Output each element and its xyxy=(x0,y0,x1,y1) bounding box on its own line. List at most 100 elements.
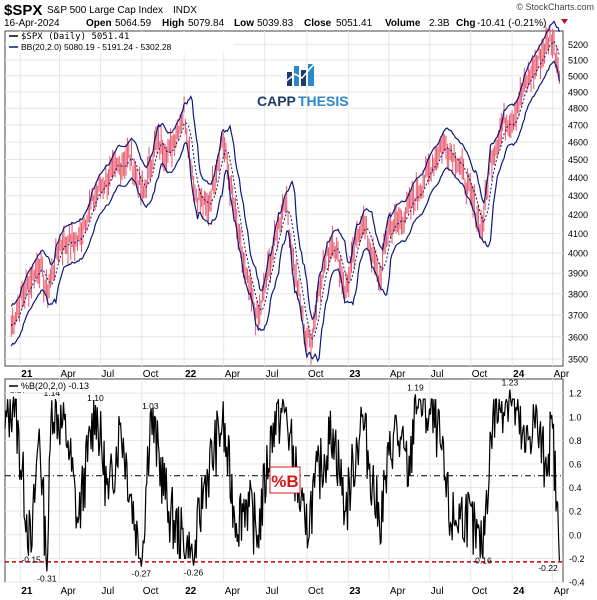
exchange: INDX xyxy=(173,5,197,16)
price-y-tick-label: 3600 xyxy=(568,332,588,342)
price-y-tick-label: 4300 xyxy=(568,191,588,201)
low-value: 5039.83 xyxy=(257,18,294,29)
legend-bb: BB(20,2.0) 5080.19 - 5191.24 - 5302.28 xyxy=(21,42,172,52)
chg-value: -10.41 (-0.21%) xyxy=(477,18,546,29)
percent-b-y-tick-label: 0.2 xyxy=(569,507,582,517)
price-x-tick-label: Oct xyxy=(143,369,159,380)
percent-b-line xyxy=(4,389,560,572)
percent-b-y-tick-label: 1.2 xyxy=(569,389,582,399)
bollinger-upper-band xyxy=(10,20,560,321)
percent-b-y-tick-label: 0.0 xyxy=(569,530,582,540)
price-x-tick-label: Jul xyxy=(101,369,114,380)
percent-b-x-axis: 21 Apr Jul Oct 22 Apr Jul Oct 23 Apr Jul Oct 24 Apr xyxy=(21,586,570,597)
chg-label: Chg xyxy=(456,18,475,29)
header-date: 16-Apr-2024 xyxy=(4,18,60,29)
price-x-tick-label: 21 xyxy=(21,369,33,380)
price-y-tick-label: 4200 xyxy=(568,210,588,220)
index-name: S&P 500 Large Cap Index xyxy=(47,5,163,16)
price-x-tick-label: 23 xyxy=(349,369,361,380)
volume-label: Volume xyxy=(385,18,421,29)
price-y-tick-label: 3700 xyxy=(568,311,588,321)
capp-thesis-logo: CAPP THESIS xyxy=(257,63,349,109)
percent-b-x-tick-label: Oct xyxy=(472,586,488,597)
close-value: 5051.41 xyxy=(336,18,373,29)
legend-percent-b: %B(20,2,0) -0.13 xyxy=(21,381,89,391)
percent-b-annotation: -0.16 xyxy=(472,556,492,566)
percent-b-x-tick-label: 24 xyxy=(513,586,525,597)
percent-b-x-tick-label: Jul xyxy=(101,586,114,597)
open-label: Open xyxy=(86,18,112,29)
percent-b-x-tick-label: Oct xyxy=(308,586,324,597)
price-y-tick-label: 4600 xyxy=(568,138,588,148)
percent-b-y-axis: -0.4 -0.2 0.0 0.2 0.4 0.6 0.8 1.0 1.2 xyxy=(569,389,585,588)
percent-b-x-tick-label: 23 xyxy=(349,586,361,597)
logo-text-capp: CAPP xyxy=(257,93,296,109)
price-x-tick-label: 24 xyxy=(513,369,525,380)
price-y-tick-label: 4000 xyxy=(568,249,588,259)
percent-b-annotation: 1.14 xyxy=(44,388,61,398)
price-x-tick-label: 22 xyxy=(185,369,197,380)
percent-b-annotation: 1.10 xyxy=(87,393,104,403)
percent-b-x-tick-label: Apr xyxy=(225,586,241,597)
percent-b-y-tick-label: 0.6 xyxy=(569,459,582,469)
price-y-tick-label: 4700 xyxy=(568,120,588,130)
legend-box xyxy=(6,32,234,54)
percent-b-x-tick-label: 21 xyxy=(21,586,33,597)
percent-b-x-tick-label: Apr xyxy=(554,586,570,597)
percent-b-x-tick-label: Oct xyxy=(143,586,159,597)
percent-b-label-box xyxy=(269,466,301,494)
symbol: $SPX xyxy=(4,2,42,19)
percent-b-x-tick-label: Jul xyxy=(266,586,279,597)
price-x-tick-label: Apr xyxy=(390,369,406,380)
percent-b-x-tick-label: 22 xyxy=(185,586,197,597)
logo-text-thesis: THESIS xyxy=(298,93,349,109)
price-x-tick-label: Jul xyxy=(266,369,279,380)
watermark: © StockCharts.com xyxy=(516,2,594,12)
price-y-tick-label: 5000 xyxy=(568,71,588,81)
legend-price: $SPX (Daily) 5051.41 xyxy=(21,32,129,42)
percent-b-annotation: -0.15 xyxy=(21,554,41,564)
high-label: High xyxy=(162,18,184,29)
percent-b-x-tick-label: Apr xyxy=(390,586,406,597)
price-y-tick-label: 5200 xyxy=(568,40,588,50)
price-x-axis: 21 Apr Jul Oct 22 Apr Jul Oct 23 Apr Jul Oct 24 Apr xyxy=(21,369,570,380)
percent-b-x-tick-label: Jul xyxy=(431,586,444,597)
percent-b-y-tick-label: -0.4 xyxy=(569,578,585,588)
percent-b-annotation: 1.23 xyxy=(502,378,519,388)
percent-b-series-line xyxy=(4,389,560,572)
bollinger-bands xyxy=(10,20,560,363)
price-y-tick-label: 4900 xyxy=(568,87,588,97)
percent-b-y-tick-label: 0.4 xyxy=(569,483,582,493)
price-x-tick-label: Jul xyxy=(431,369,444,380)
percent-b-center-label: %B xyxy=(271,472,298,491)
price-panel: 3500 3600 3700 3800 3900 4000 4100 4200 4300 4400… xyxy=(4,20,588,367)
high-value: 5079.84 xyxy=(188,18,225,29)
price-y-tick-label: 5100 xyxy=(568,56,588,66)
price-y-tick-label: 3900 xyxy=(568,269,588,279)
price-y-tick-label: 4500 xyxy=(568,155,588,165)
close-label: Close xyxy=(304,18,332,29)
price-y-tick-label: 3800 xyxy=(568,289,588,299)
volume-value: 2.3B xyxy=(429,18,450,29)
bollinger-middle-band xyxy=(10,40,560,340)
percent-b-annotation: -0.31 xyxy=(37,573,57,583)
percent-b-annotation: 1.19 xyxy=(407,382,424,392)
price-x-tick-label: Apr xyxy=(60,369,76,380)
percent-b-x-tick-label: Apr xyxy=(60,586,76,597)
price-y-tick-label: 4800 xyxy=(568,104,588,114)
price-y-axis: 3500 3600 3700 3800 3900 4000 4100 4200 4300 4400… xyxy=(568,40,588,365)
percent-b-annotation: -0.27 xyxy=(132,569,152,579)
open-value: 5064.59 xyxy=(115,18,152,29)
percent-b-y-tick-label: 1.0 xyxy=(569,412,582,422)
percent-b-y-tick-label: -0.2 xyxy=(569,554,585,564)
percent-b-annotation: -0.26 xyxy=(184,567,204,577)
percent-b-panel: 1.171.141.101.031.191.23-0.15-0.31-0.27-… xyxy=(4,378,585,588)
percent-b-legend-box xyxy=(6,380,122,392)
price-y-tick-label: 4400 xyxy=(568,173,588,183)
down-triangle-icon xyxy=(561,19,568,24)
percent-b-y-tick-label: 0.8 xyxy=(569,436,582,446)
price-x-tick-label: Oct xyxy=(472,369,488,380)
price-y-tick-label: 3500 xyxy=(568,355,588,365)
bollinger-lower-band xyxy=(10,60,560,363)
